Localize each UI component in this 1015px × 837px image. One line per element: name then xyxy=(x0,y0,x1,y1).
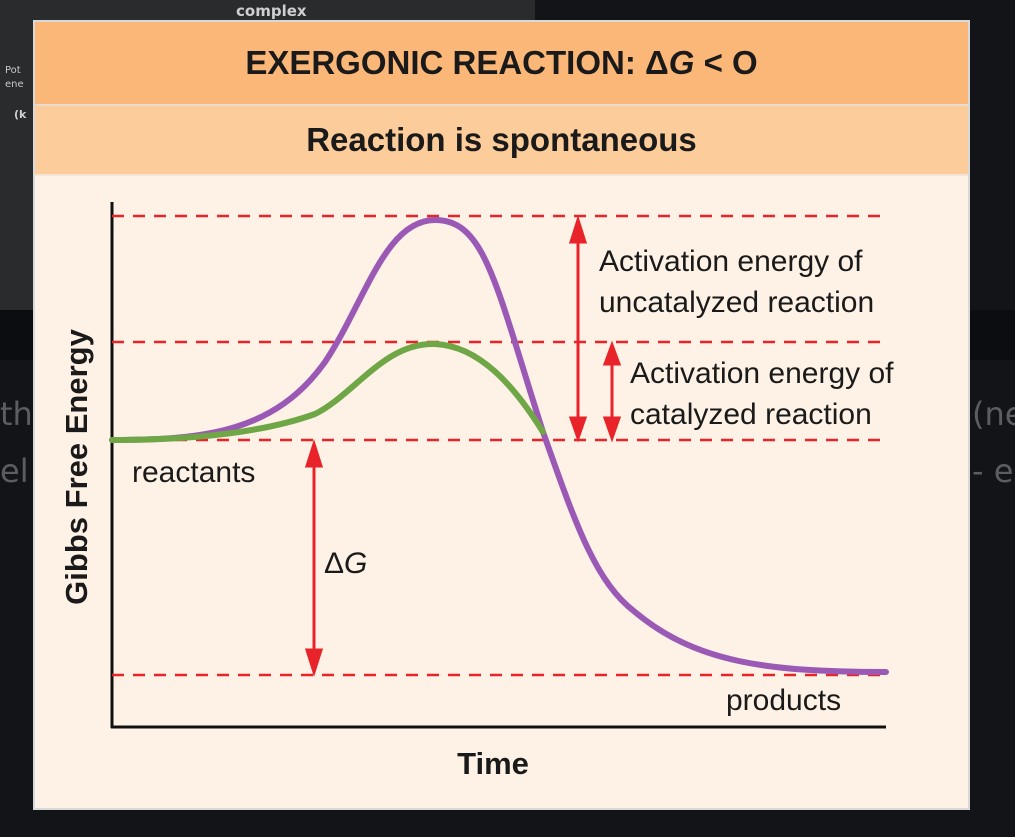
reactants-label: reactants xyxy=(132,456,255,489)
title-delta: Δ xyxy=(645,44,669,81)
uncatalyzed-label-line-2: uncatalyzed reaction xyxy=(599,286,874,319)
background-unit-text: (k xyxy=(14,108,27,121)
catalyzed-label-line-1: Activation energy of xyxy=(630,357,894,390)
background-side-line-1: Pot xyxy=(5,65,21,76)
y-axis-label: Gibbs Free Energy xyxy=(59,328,94,604)
delta-g-label: ΔG xyxy=(324,547,367,580)
catalyzed-arrow-head-top xyxy=(602,340,622,366)
x-axis-label: Time xyxy=(457,746,529,781)
title-g: G xyxy=(668,44,695,81)
delta-g-symbol: Δ xyxy=(324,547,344,580)
catalyzed-curve xyxy=(109,340,546,443)
products-label: products xyxy=(726,684,841,717)
catalyzed-label-line-2: catalyzed reaction xyxy=(630,398,872,431)
background-right-fragment-2: - e xyxy=(972,452,1014,490)
delta-g-arrow-head-top xyxy=(304,439,324,468)
delta-g-arrow-head-bottom xyxy=(304,648,324,677)
background-complex-text: complex xyxy=(236,2,307,20)
background-side-text: Pot ene xyxy=(5,64,24,92)
uncatalyzed-arrow-head-bottom xyxy=(568,416,588,443)
catalyzed-arrow-head-bottom xyxy=(602,416,622,443)
energy-diagram: Gibbs Free Energy Time reactants product… xyxy=(59,202,894,781)
background-right-fragment-1: (ne xyxy=(972,395,1015,433)
title-prefix: EXERGONIC REACTION: xyxy=(245,44,646,81)
delta-g-letter: G xyxy=(344,547,367,580)
uncatalyzed-arrow-head-top xyxy=(568,215,588,244)
figure-subtitle: Reaction is spontaneous xyxy=(35,106,968,176)
title-suffix: < O xyxy=(694,44,758,81)
uncatalyzed-label-line-1: Activation energy of xyxy=(599,245,863,278)
background-left-fragment-2: el xyxy=(0,452,29,490)
background-side-line-2: ene xyxy=(5,79,24,90)
uncatalyzed-curve xyxy=(109,216,889,675)
